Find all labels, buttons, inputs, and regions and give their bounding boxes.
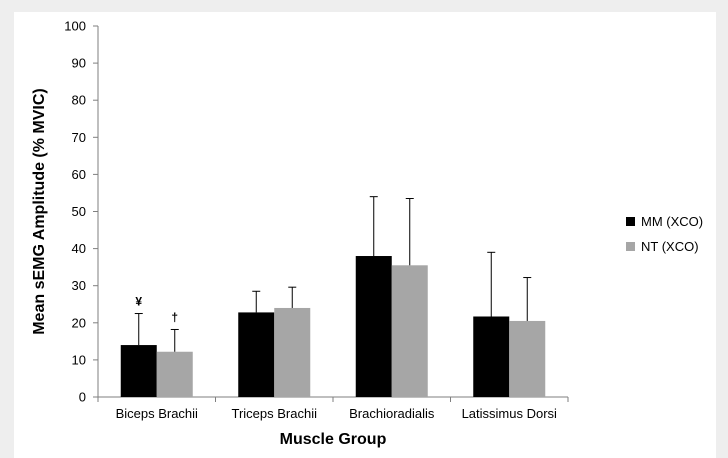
x-ticks-group bbox=[97, 397, 569, 402]
y-tick-label: 40 bbox=[72, 241, 86, 256]
legend-label: NT (XCO) bbox=[641, 239, 699, 254]
bar-mm-xco bbox=[238, 312, 275, 397]
x-axis-title: Muscle Group bbox=[280, 431, 387, 448]
legend-label: MM (XCO) bbox=[641, 214, 703, 229]
x-tick-label: Biceps Brachii bbox=[116, 406, 198, 421]
chart-panel: 0 10 20 30 40 50 60 70 80 90 100 ¥ † Biceps Brachii… bbox=[14, 12, 716, 458]
y-tick-label: 70 bbox=[72, 130, 86, 145]
bar-nt-xco bbox=[391, 265, 428, 397]
error-bars-group bbox=[134, 196, 532, 352]
bar-mm-xco bbox=[355, 256, 392, 397]
y-tick-label: 10 bbox=[72, 352, 86, 367]
bar-nt-xco bbox=[156, 351, 193, 397]
y-tick-label: 30 bbox=[72, 278, 86, 293]
bar-mm-xco bbox=[473, 316, 510, 397]
legend-swatch bbox=[626, 242, 635, 251]
y-tick-label: 0 bbox=[79, 390, 86, 405]
legend-swatch bbox=[626, 217, 635, 226]
bars-group bbox=[120, 256, 546, 397]
bar-nt-xco bbox=[509, 320, 546, 397]
y-tick-label: 20 bbox=[72, 315, 86, 330]
y-tick-label: 60 bbox=[72, 167, 86, 182]
significance-marker: † bbox=[171, 310, 178, 324]
y-tick-label: 90 bbox=[72, 56, 86, 71]
legend: MM (XCO) NT (XCO) bbox=[626, 214, 703, 254]
x-tick-labels-group: Biceps Brachii Triceps Brachii Brachioradi… bbox=[116, 406, 557, 421]
x-tick-label: Triceps Brachii bbox=[232, 406, 318, 421]
significance-marker: ¥ bbox=[135, 295, 142, 309]
y-tick-label: 50 bbox=[72, 204, 86, 219]
y-axis-title: Mean sEMG Amplitude (% MVIC) bbox=[31, 88, 48, 335]
bar-mm-xco bbox=[120, 345, 157, 397]
bar-nt-xco bbox=[274, 307, 311, 397]
x-tick-label: Brachioradialis bbox=[349, 406, 435, 421]
annotations-group: ¥† bbox=[135, 295, 178, 325]
y-tick-label: 80 bbox=[72, 93, 86, 108]
x-tick-label: Latissimus Dorsi bbox=[462, 406, 557, 421]
y-ticks-group: 0 10 20 30 40 50 60 70 80 90 100 bbox=[64, 19, 98, 405]
y-tick-label: 100 bbox=[64, 19, 86, 34]
